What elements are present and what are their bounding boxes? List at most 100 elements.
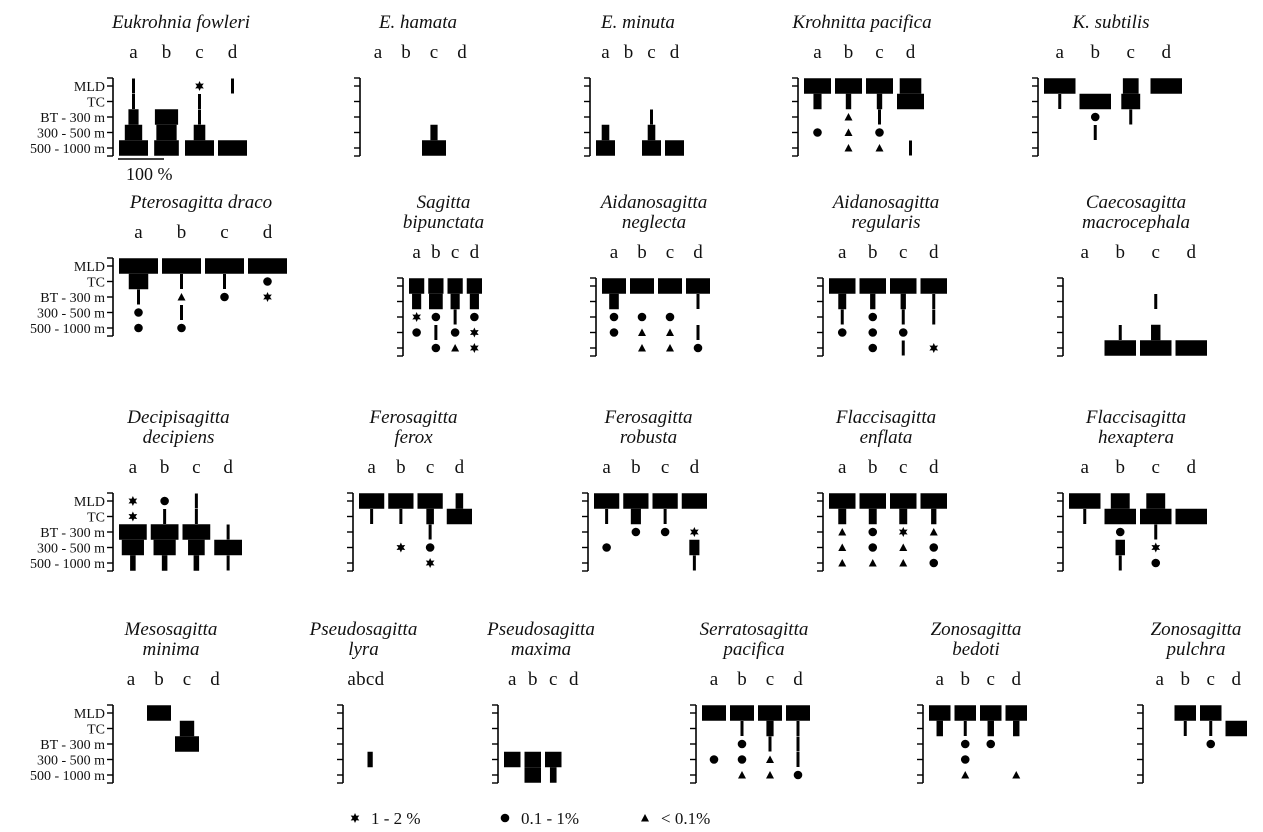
kite-bar	[185, 140, 214, 156]
kite-marker	[909, 140, 912, 156]
kite-bar	[447, 278, 463, 294]
kite-bar	[623, 493, 649, 509]
kite-marker	[901, 340, 905, 356]
station-label: a	[813, 42, 822, 63]
kite-bar	[1140, 508, 1172, 525]
kite-marker	[796, 721, 800, 736]
kite-bar	[766, 720, 774, 737]
panel-title: Zonosagitta	[931, 619, 1022, 640]
legend-label: < 0.1%	[661, 809, 710, 828]
panel-title: enflata	[860, 427, 913, 448]
panel-title: bedoti	[952, 639, 1000, 660]
station-label: b	[356, 669, 366, 690]
station-label: d	[690, 457, 700, 478]
kite-marker	[128, 496, 138, 506]
kite-bar	[859, 278, 886, 294]
station-label: a	[1156, 669, 1165, 690]
kite-marker	[631, 527, 641, 537]
kite-marker	[194, 509, 198, 524]
kite-bar	[900, 293, 906, 310]
station-label: b	[844, 42, 854, 63]
kite-bar	[429, 293, 443, 310]
kite-marker	[868, 312, 878, 322]
depth-level-label: 500 - 1000 m	[30, 557, 105, 572]
legend-label: 0.1 - 1%	[521, 809, 579, 828]
kite-marker	[690, 527, 699, 537]
kite-bar	[920, 493, 947, 509]
station-label: c	[875, 42, 883, 63]
kite-bar	[890, 493, 917, 509]
kite-marker	[768, 736, 772, 752]
station-label: b	[160, 457, 170, 478]
kite-marker	[134, 308, 143, 317]
panel-title: K. subtilis	[1071, 12, 1149, 33]
depth-level-label: 300 - 500 m	[37, 542, 105, 557]
kite-marker	[1012, 771, 1021, 779]
kite-bar	[647, 124, 656, 141]
kite-bar	[899, 78, 922, 94]
panel-title: Pseudosagitta	[486, 619, 595, 640]
kite-bar	[524, 767, 541, 783]
panel-title: bipunctata	[403, 212, 484, 233]
kite-bar	[1140, 340, 1172, 356]
kite-bar	[153, 539, 176, 556]
kite-bar	[936, 720, 943, 737]
kite-marker	[1058, 94, 1062, 109]
kite-bar	[248, 258, 287, 274]
panel-title: Caecosagitta	[1086, 192, 1186, 213]
depth-level-label: TC	[87, 723, 105, 738]
kite-marker	[163, 509, 167, 524]
panel-title: Ferosagitta	[369, 407, 458, 428]
kite-marker	[1151, 542, 1161, 553]
station-label: a	[1081, 457, 1090, 478]
kite-bar	[150, 524, 179, 540]
kite-marker	[160, 496, 169, 506]
depth-level-label: MLD	[74, 260, 105, 275]
kite-bar	[630, 508, 641, 525]
kite-bar	[188, 539, 205, 556]
kite-bar	[730, 705, 754, 721]
kite-bar	[182, 524, 211, 540]
kite-bar	[845, 93, 852, 110]
kite-marker	[399, 509, 403, 524]
species-panel: Krohnitta pacifica a b c d	[791, 12, 932, 157]
kite-bar	[594, 493, 620, 509]
kite-bar	[1121, 93, 1141, 110]
kite-bar	[786, 705, 810, 721]
kite-bar	[890, 278, 917, 294]
kite-marker	[868, 527, 878, 537]
station-label: c	[1152, 457, 1160, 478]
species-panel: E. hamata a b c d	[354, 12, 467, 157]
kite-marker	[453, 309, 457, 325]
panel-title: regularis	[852, 212, 921, 233]
kite-bar	[1069, 493, 1101, 509]
depth-level-label: BT - 300 m	[40, 111, 105, 126]
kite-bar	[838, 508, 847, 525]
kite-marker	[766, 771, 774, 779]
kite-marker	[868, 543, 878, 552]
panel-title: hexaptera	[1098, 427, 1174, 448]
station-label: c	[183, 669, 191, 690]
station-label: c	[195, 42, 203, 63]
station-label: b	[1091, 42, 1101, 63]
kite-bar	[920, 278, 947, 294]
kite-marker	[231, 78, 234, 94]
station-label: d	[793, 669, 803, 690]
station-label: b	[868, 242, 878, 263]
station-label: d	[906, 42, 916, 63]
species-panel: K. subtilis a b c d	[1032, 12, 1182, 157]
station-label: b	[396, 457, 406, 478]
station-label: b	[528, 669, 538, 690]
station-label: c	[661, 457, 669, 478]
kite-marker	[813, 128, 822, 137]
depth-level-label: TC	[87, 276, 105, 291]
station-label: d	[929, 457, 939, 478]
kite-marker	[1206, 739, 1216, 749]
kite-marker	[1093, 125, 1097, 140]
kite-marker	[137, 289, 140, 305]
panel-title: Pterosagitta draco	[129, 192, 272, 213]
kite-marker	[412, 328, 421, 337]
kite-marker	[875, 144, 884, 152]
